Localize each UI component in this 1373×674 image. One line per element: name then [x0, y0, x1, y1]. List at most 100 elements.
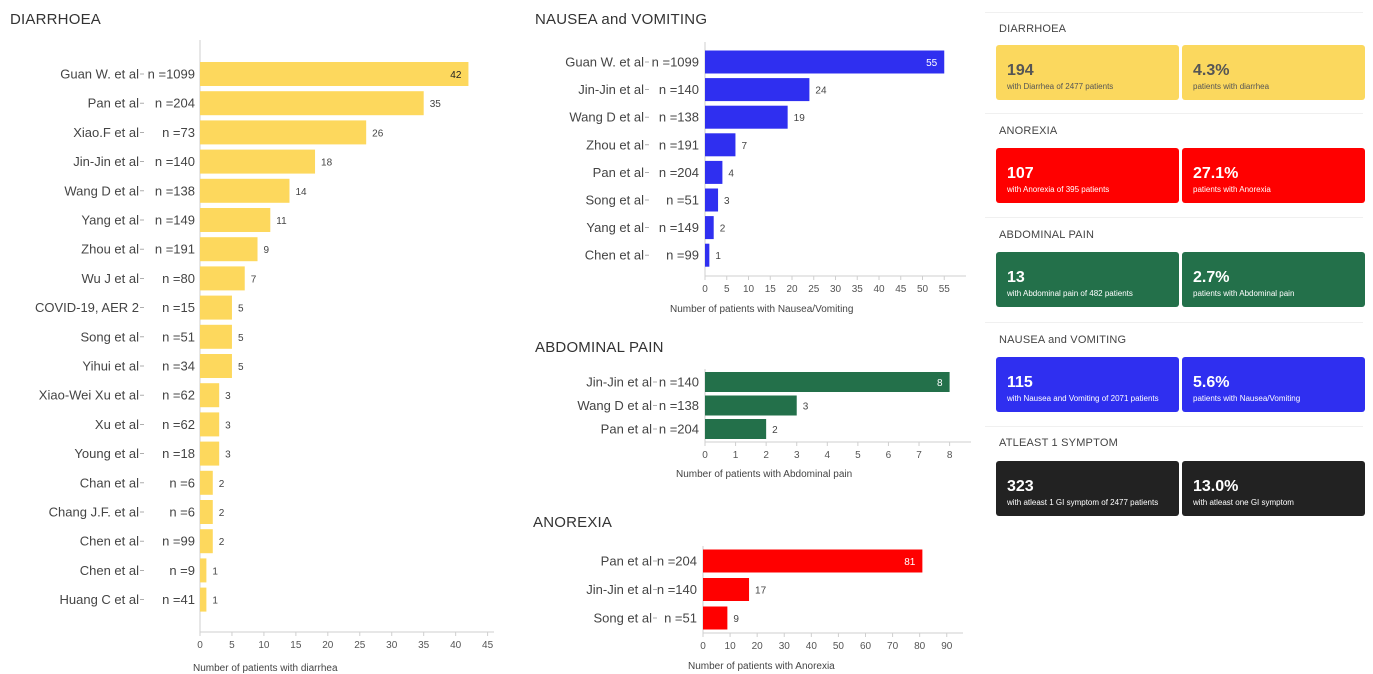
- kpi-title-diarrhoea: DIARRHOEA: [999, 23, 1067, 35]
- x-tick-label: 7: [916, 450, 922, 461]
- kpi-card-abdominal-count: 13 with Abdominal pain of 482 patients: [996, 252, 1179, 307]
- category-n-label: n =1099: [652, 55, 699, 70]
- x-tick-label: 0: [702, 450, 708, 461]
- category-n-label: n =51: [664, 611, 697, 626]
- kpi-caption: patients with Anorexia: [1193, 185, 1271, 194]
- category-study-label: Guan W. et al: [60, 67, 139, 82]
- bar: [703, 606, 728, 630]
- category-n-label: n =191: [659, 137, 699, 152]
- abdominal-chart-title: ABDOMINAL PAIN: [535, 339, 664, 356]
- kpi-value: 27.1%: [1193, 165, 1239, 182]
- kpi-caption: with Anorexia of 395 patients: [1007, 185, 1110, 194]
- kpi-caption: patients with Abdominal pain: [1193, 289, 1295, 298]
- x-tick-label: 60: [860, 641, 872, 652]
- category-study-label: Yang et al: [586, 220, 644, 235]
- bar: [200, 470, 213, 495]
- bar-value-label: 5: [238, 333, 244, 344]
- bar: [200, 500, 213, 524]
- bar: [200, 149, 316, 174]
- kpi-card-diarrhoea-percent: 4.3% patients with diarrhea: [1182, 45, 1365, 100]
- category-n-label: n =1099: [148, 67, 195, 82]
- bar: [200, 266, 245, 291]
- x-tick-label: 5: [724, 284, 730, 295]
- category-study-label: Young et al: [74, 446, 139, 461]
- kpi-value: 2.7%: [1193, 269, 1230, 286]
- x-tick-label: 15: [765, 284, 777, 295]
- bar: [200, 208, 271, 232]
- bar: [200, 354, 232, 378]
- kpi-value: 107: [1007, 165, 1034, 182]
- category-n-label: n =41: [162, 592, 195, 607]
- x-tick-label: 40: [806, 641, 818, 652]
- bar-value-label: 11: [276, 216, 287, 227]
- bar-value-label: 1: [212, 596, 218, 607]
- x-axis-label: Number of patients with Anorexia: [688, 661, 835, 672]
- x-tick-label: 6: [886, 450, 892, 461]
- category-n-label: n =191: [155, 242, 195, 257]
- x-tick-label: 20: [786, 284, 798, 295]
- kpi-title-atleast-one: ATLEAST 1 SYMPTOM: [999, 437, 1118, 449]
- bar-value-label: 24: [815, 86, 827, 97]
- category-n-label: n =138: [155, 183, 195, 198]
- bar-value-label: 2: [219, 537, 225, 548]
- category-study-label: Jin-Jin et al: [586, 375, 652, 390]
- category-study-label: Wu J et al: [81, 271, 139, 286]
- bar: [705, 216, 714, 240]
- category-study-label: COVID-19, AER 2: [35, 300, 139, 315]
- category-study-label: Wang D et al: [64, 183, 139, 198]
- bar-value-label: 35: [430, 99, 442, 110]
- bar-value-label: 2: [219, 508, 225, 519]
- category-n-label: n =138: [659, 398, 699, 413]
- kpi-separator: [985, 12, 1363, 13]
- bar: [705, 243, 710, 267]
- x-tick-label: 35: [852, 284, 864, 295]
- category-n-label: n =140: [155, 154, 195, 169]
- x-tick-label: 80: [914, 641, 926, 652]
- bar: [705, 372, 950, 392]
- bar-value-label: 42: [450, 70, 462, 81]
- category-n-label: n =62: [162, 388, 195, 403]
- x-tick-label: 40: [873, 284, 885, 295]
- bar: [705, 395, 797, 416]
- bar-value-label: 55: [926, 58, 938, 69]
- category-n-label: n =204: [659, 165, 699, 180]
- kpi-value: 115: [1007, 374, 1033, 391]
- kpi-value: 4.3%: [1193, 62, 1230, 79]
- bar-value-label: 3: [225, 391, 231, 402]
- x-tick-label: 50: [917, 284, 929, 295]
- category-study-label: Chang J.F. et al: [49, 505, 139, 520]
- kpi-card-atleast-one-percent: 13.0% with atleast one GI symptom: [1182, 461, 1365, 516]
- kpi-title-abdominal-pain: ABDOMINAL PAIN: [999, 229, 1095, 241]
- bar: [705, 105, 788, 129]
- kpi-card-nausea-percent: 5.6% patients with Nausea/Vomiting: [1182, 357, 1365, 412]
- x-tick-label: 5: [855, 450, 861, 461]
- kpi-caption: with atleast one GI symptom: [1193, 498, 1294, 507]
- bar: [705, 160, 723, 184]
- kpi-caption: patients with diarrhea: [1193, 82, 1270, 91]
- kpi-card-anorexia-percent: 27.1% patients with Anorexia: [1182, 148, 1365, 203]
- kpi-card-diarrhoea-count: 194 with Diarrhea of 2477 patients: [996, 45, 1179, 100]
- anorexia-chart-title: ANOREXIA: [533, 514, 613, 531]
- bar-value-label: 7: [741, 141, 747, 152]
- bar-value-label: 1: [212, 566, 218, 577]
- category-n-label: n =80: [162, 271, 195, 286]
- bar: [200, 587, 207, 612]
- bar-value-label: 9: [733, 614, 739, 625]
- category-study-label: Zhou et al: [586, 137, 644, 152]
- bar-value-label: 3: [803, 402, 809, 413]
- category-study-label: Pan et al: [601, 422, 652, 437]
- kpi-value: 5.6%: [1193, 374, 1230, 391]
- x-tick-label: 25: [354, 640, 366, 651]
- category-study-label: Guan W. et al: [565, 55, 644, 70]
- bar-value-label: 18: [321, 158, 333, 169]
- bar: [200, 441, 220, 466]
- bar: [705, 50, 945, 74]
- bar: [200, 412, 220, 437]
- bar: [703, 549, 923, 573]
- category-study-label: Song et al: [585, 193, 644, 208]
- category-study-label: Song et al: [593, 611, 652, 626]
- kpi-card-atleast-one-count: 323 with atleast 1 GI symptom of 2477 pa…: [996, 461, 1179, 516]
- nausea-chart-title: NAUSEA and VOMITING: [535, 11, 708, 28]
- kpi-card-abdominal-percent: 2.7% patients with Abdominal pain: [1182, 252, 1365, 307]
